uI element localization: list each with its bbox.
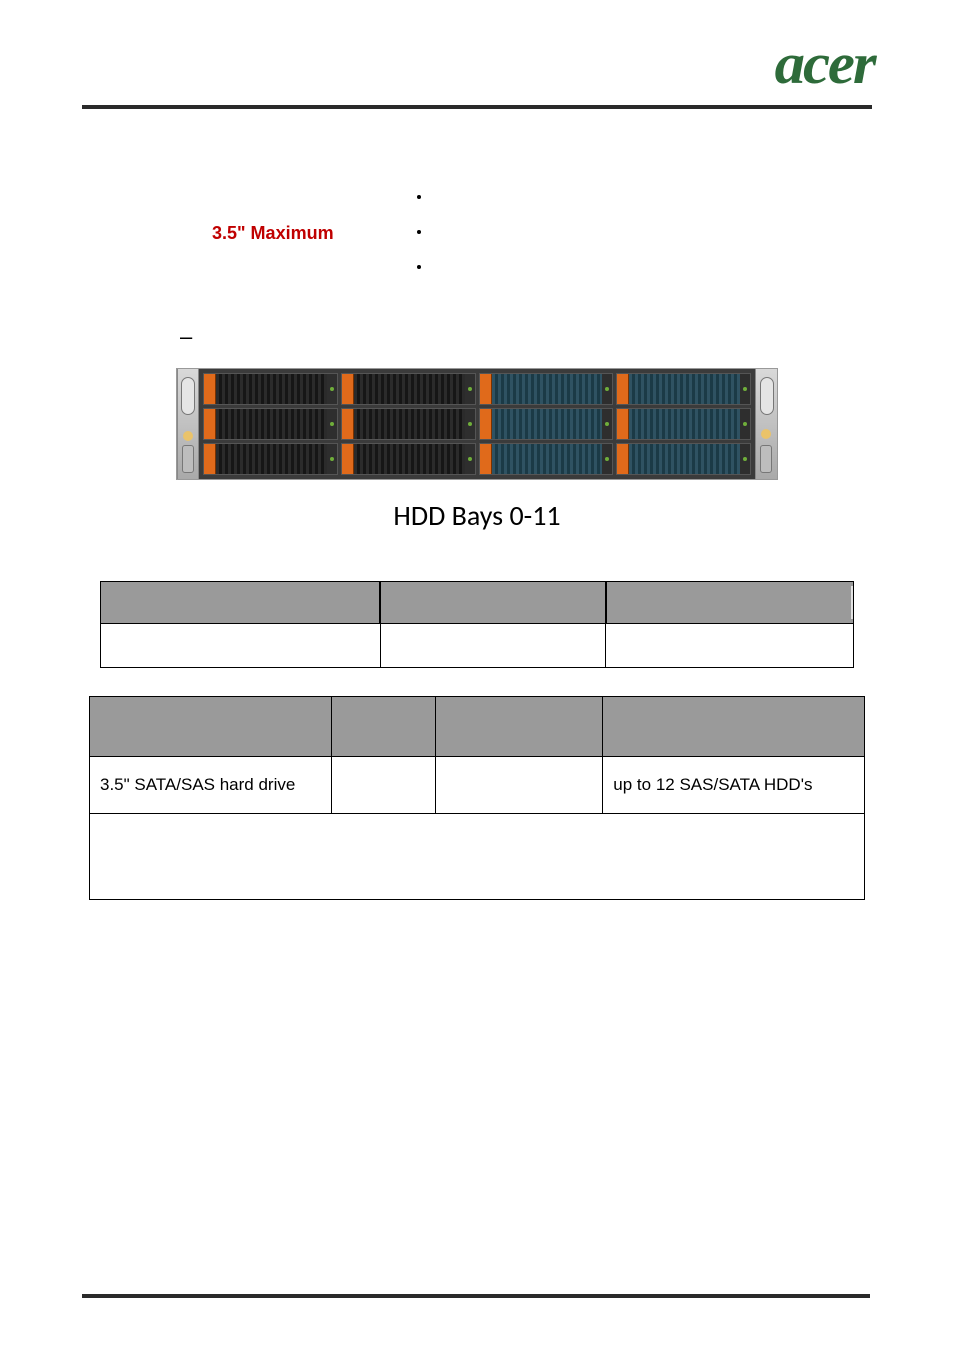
- table-small: [100, 581, 854, 668]
- drive-bay: [203, 373, 338, 405]
- drive-bay: [341, 373, 476, 405]
- table-cell: [380, 624, 606, 668]
- drive-bay: [616, 408, 751, 440]
- table-header-cell: [606, 582, 854, 624]
- server-ear-right: [755, 369, 777, 479]
- drive-bay: [616, 443, 751, 475]
- brand-logo: acer: [82, 30, 872, 97]
- table-header-cell: [101, 582, 381, 624]
- spec-row: 3.5" Maximum: [212, 179, 872, 284]
- dash-mark: –: [180, 324, 872, 350]
- table-header-cell: [331, 697, 435, 757]
- drive-bay: [203, 443, 338, 475]
- table-header-cell: [603, 697, 865, 757]
- server-bay-grid: [199, 369, 755, 479]
- footer-rule: [82, 1294, 870, 1298]
- table-cell: [101, 624, 381, 668]
- table-cell: up to 12 SAS/SATA HDD's: [603, 757, 865, 814]
- drive-bay: [479, 443, 614, 475]
- table-cell: [435, 757, 603, 814]
- drive-bay: [203, 408, 338, 440]
- table-header-cell: [435, 697, 603, 757]
- table-header-cell: [380, 582, 606, 624]
- table-cell: [331, 757, 435, 814]
- drive-bay: [479, 408, 614, 440]
- server-ear-left: [177, 369, 199, 479]
- header-rule: [82, 105, 872, 109]
- table-large: 3.5" SATA/SAS hard drive up to 12 SAS/SA…: [89, 696, 865, 900]
- table-cell: [90, 814, 865, 900]
- server-illustration: [176, 368, 778, 480]
- table-cell: 3.5" SATA/SAS hard drive: [90, 757, 332, 814]
- drive-bay: [341, 443, 476, 475]
- table-cell: [606, 624, 854, 668]
- spec-label: 3.5" Maximum: [212, 179, 382, 244]
- drive-bay: [616, 373, 751, 405]
- drive-bay: [479, 373, 614, 405]
- brand-logo-text: acer: [775, 30, 875, 97]
- table-header-cell: [90, 697, 332, 757]
- server-caption: HDD Bays 0-11: [82, 498, 872, 533]
- drive-bay: [341, 408, 476, 440]
- spec-bullets: [412, 179, 432, 284]
